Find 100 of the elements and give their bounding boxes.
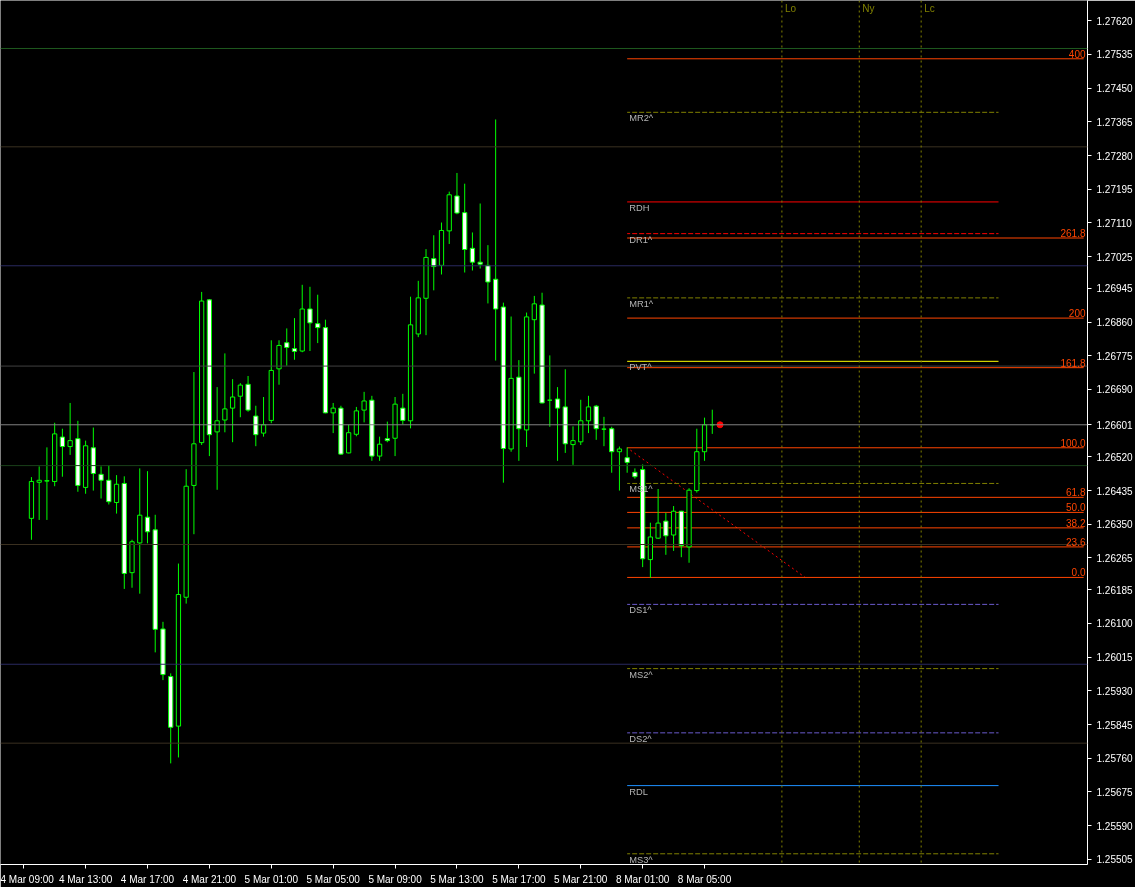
y-tick-label: 1.27450 <box>1096 83 1134 95</box>
y-tick-label: 1.26350 <box>1096 519 1134 531</box>
series-label: RDL <box>629 786 648 797</box>
candlestick <box>222 352 228 433</box>
candlestick <box>570 425 576 466</box>
candlestick <box>585 395 592 434</box>
candlestick <box>98 465 104 500</box>
candlestick <box>469 231 476 272</box>
x-tick-label: 4 Mar 17:00 <box>120 873 175 885</box>
x-tick-label: 5 Mar 01:00 <box>244 873 299 885</box>
x-tick-label: 8 Mar 01:00 <box>615 873 670 885</box>
y-tick-label: 1.25505 <box>1096 854 1134 866</box>
y-tick-label: 1.27025 <box>1096 251 1134 263</box>
candlestick <box>229 378 236 443</box>
candlestick <box>485 244 491 304</box>
series-label: MS3^ <box>629 854 654 865</box>
candlestick <box>67 402 73 456</box>
candlestick <box>593 404 599 441</box>
series-label: MR2^ <box>629 113 654 124</box>
candlestick <box>276 339 282 386</box>
candlestick <box>647 522 654 579</box>
series-label: 23.6 <box>1066 536 1086 548</box>
y-tick-label: 1.25845 <box>1096 719 1134 731</box>
y-tick-label: 1.25590 <box>1096 820 1134 832</box>
candlestick <box>477 203 483 270</box>
candlestick <box>291 317 298 361</box>
x-tick-label: 8 Mar 05:00 <box>677 873 732 885</box>
candlestick <box>376 436 383 462</box>
candlestick <box>214 386 220 491</box>
x-tick-label: 4 Mar 13:00 <box>58 873 113 885</box>
candlestick <box>106 464 112 505</box>
series-label: MR1^ <box>629 298 654 309</box>
candlestick <box>330 402 336 434</box>
y-tick-label: 1.26100 <box>1096 618 1134 630</box>
series-label: DS1^ <box>629 605 653 616</box>
candlestick <box>353 406 360 437</box>
y-tick-label: 1.26775 <box>1096 350 1134 362</box>
candlestick <box>384 421 390 443</box>
y-tick-label: 1.26945 <box>1096 283 1134 295</box>
y-tick-label: 1.27110 <box>1096 217 1133 229</box>
x-tick-label: 5 Mar 17:00 <box>492 873 546 885</box>
candlestick <box>578 399 584 446</box>
candlestick <box>113 474 120 515</box>
candlestick <box>315 294 321 344</box>
candlestick <box>260 396 267 438</box>
annotation: Ny <box>862 2 875 14</box>
candlestick <box>670 505 677 552</box>
series-label: 50.0 <box>1066 502 1086 514</box>
x-tick-label: 5 Mar 09:00 <box>368 873 423 885</box>
x-tick-label: 5 Mar 05:00 <box>306 873 361 885</box>
candlestick <box>346 424 352 454</box>
y-tick-label: 1.27195 <box>1096 184 1134 196</box>
series-label: 38.2 <box>1066 517 1086 529</box>
candlestick <box>616 446 623 492</box>
y-tick-label: 1.26520 <box>1096 451 1134 463</box>
series-label: 400 <box>1068 48 1086 60</box>
y-tick-label: 1.26015 <box>1096 652 1134 664</box>
candlestick <box>609 426 615 474</box>
candlestick <box>663 512 669 556</box>
annotation: Lc <box>924 2 935 14</box>
series-label: 261.8 <box>1060 228 1086 240</box>
series-label: DS2^ <box>629 733 653 744</box>
series-label: 100.0 <box>1060 437 1086 449</box>
candlestick <box>400 393 406 425</box>
candlestick <box>44 446 50 521</box>
candlestick <box>59 428 66 478</box>
candlestick <box>531 295 537 375</box>
annotation: Lo <box>784 2 797 14</box>
candlestick <box>454 172 460 215</box>
x-tick-label: 5 Mar 13:00 <box>430 873 485 885</box>
candlestick <box>624 446 630 474</box>
candlestick <box>554 386 561 462</box>
x-tick-label: 5 Mar 21:00 <box>554 873 608 885</box>
y-tick-label: 1.26265 <box>1096 553 1134 564</box>
series-label: 200 <box>1068 308 1086 320</box>
candlestick <box>284 327 290 367</box>
series-label: RDH <box>629 202 650 213</box>
y-tick-label: 1.27620 <box>1096 15 1134 27</box>
y-tick-label: 1.26185 <box>1096 584 1134 596</box>
candlestick <box>237 382 243 418</box>
candlestick <box>431 234 437 291</box>
y-tick-label: 1.25760 <box>1096 753 1134 765</box>
y-tick-label: 1.27535 <box>1096 49 1134 61</box>
y-tick-label: 1.26601 <box>1096 419 1134 431</box>
candlestick <box>361 391 367 423</box>
y-tick-label: 1.25930 <box>1096 685 1134 697</box>
y-tick-label: 1.27280 <box>1096 150 1134 162</box>
series-label: 161.8 <box>1060 357 1086 369</box>
y-tick-label: 1.26690 <box>1096 384 1134 396</box>
y-tick-label: 1.27365 <box>1096 116 1134 128</box>
y-tick-label: 1.25675 <box>1096 786 1134 798</box>
candlestick <box>307 286 313 352</box>
candlestick <box>144 470 151 544</box>
candlestick <box>632 467 638 480</box>
candlestick <box>655 488 661 540</box>
y-tick-label: 1.26435 <box>1096 485 1134 497</box>
series-label: 0.0 <box>1071 567 1086 579</box>
candlestick <box>36 465 42 521</box>
series-label: 61.8 <box>1066 487 1086 499</box>
series-label: MS2^ <box>629 669 654 680</box>
